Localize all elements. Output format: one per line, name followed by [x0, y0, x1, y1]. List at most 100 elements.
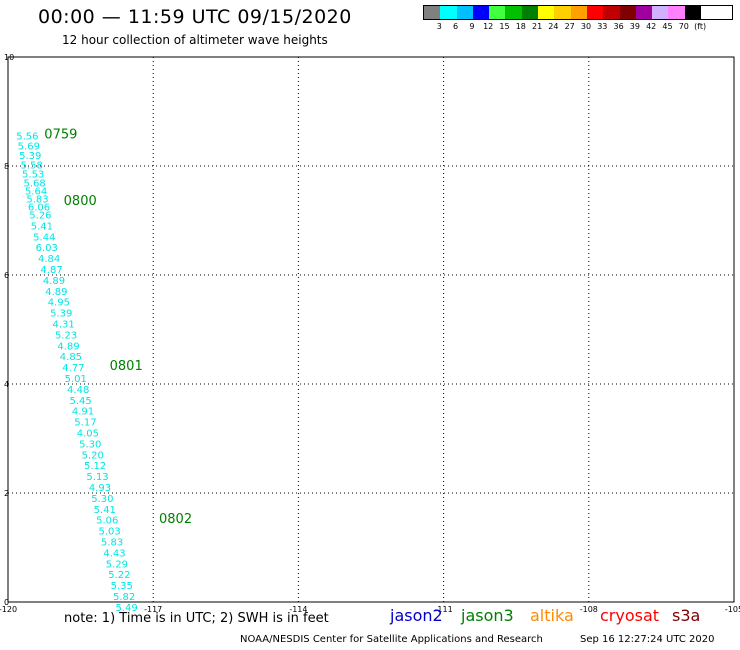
wave-height-point: 5.23 [55, 330, 77, 341]
wave-height-point: 4.05 [77, 429, 99, 440]
scale-swatch [505, 6, 522, 19]
scale-label: 21 [532, 22, 543, 31]
scale-swatch [554, 6, 571, 19]
scale-label: 3 [436, 22, 442, 31]
wave-height-point: 5.35 [111, 581, 133, 592]
wave-height-point: 5.58 [21, 160, 43, 171]
scale-label: 33 [597, 22, 608, 31]
wave-height-point: 5.83 [101, 538, 123, 549]
scale-swatch [668, 6, 685, 19]
scale-swatch [521, 6, 539, 19]
scale-label: 30 [580, 22, 592, 31]
wave-height-point: 5.39 [50, 309, 72, 320]
color-scale-legend: 3 6 9 12 15 18 21 24 27 30 33 36 39 42 45 70 (ft) [423, 5, 733, 32]
x-tick-label: -105 [725, 605, 740, 614]
wave-height-point: 6.03 [36, 243, 58, 254]
credit-text: NOAA/NESDIS Center for Satellite Applica… [240, 634, 543, 645]
wave-height-point: 4.91 [72, 407, 94, 418]
scale-swatch [684, 6, 702, 19]
scale-label: 42 [646, 22, 657, 31]
scale-swatch [538, 6, 555, 19]
wave-height-point: 4.48 [67, 385, 89, 396]
plot-frame [7, 56, 735, 603]
wave-height-point: 5.83 [26, 195, 48, 206]
wave-height-point: 4.89 [43, 276, 65, 287]
wave-height-point: 5.53 [22, 170, 44, 181]
scale-label: 18 [515, 22, 526, 31]
scale-label: 27 [564, 22, 575, 31]
time-label: 0802 [159, 512, 192, 527]
wave-height-point: 5.45 [69, 396, 91, 407]
page-title: 00:00 — 11:59 UTC 09/15/2020 [38, 6, 352, 28]
wave-height-point: 4.89 [57, 341, 79, 352]
wave-height-point: 5.64 [25, 187, 47, 198]
scale-swatch [586, 6, 604, 19]
wave-height-point: 5.06 [96, 516, 118, 527]
time-label: 0800 [64, 194, 97, 209]
satellite-altika: altika [530, 606, 574, 625]
scale-label: 15 [499, 22, 510, 31]
scale-label: 9 [469, 22, 475, 31]
x-tick-label: -114 [289, 605, 307, 614]
scale-label: 45 [662, 22, 673, 31]
scale-label: 24 [548, 22, 559, 31]
color-scale-swatches [423, 5, 733, 20]
wave-height-point: 5.03 [99, 527, 121, 538]
wave-height-point: 5.29 [106, 559, 128, 570]
footer-note: note: 1) Time is in UTC; 2) SWH is in fe… [64, 611, 329, 626]
y-tick-label: 10 [4, 53, 14, 62]
wave-height-point: 5.13 [86, 472, 108, 483]
wave-height-point: 4.43 [103, 548, 125, 559]
scale-swatch [489, 6, 506, 19]
wave-height-point: 4.93 [89, 483, 111, 494]
x-tick-label: -108 [580, 605, 598, 614]
time-label: 0759 [44, 127, 77, 142]
wave-height-point: 5.01 [65, 374, 87, 385]
x-tick-label: -120 [0, 605, 17, 614]
scale-label: 70 [678, 22, 689, 31]
time-label: 0801 [110, 359, 143, 374]
wave-height-point: 5.68 [23, 178, 45, 189]
scale-label: 36 [613, 22, 624, 31]
scale-label: 6 [453, 22, 459, 31]
scale-swatch [652, 6, 669, 19]
wave-height-point: 5.69 [18, 141, 40, 152]
scale-swatch [472, 6, 490, 19]
scale-label: 12 [483, 22, 494, 31]
scale-swatch [603, 6, 620, 19]
color-scale-labels: 3 6 9 12 15 18 21 24 27 30 33 36 39 42 45 70 (ft) [423, 20, 733, 32]
wave-height-point: 5.41 [31, 221, 53, 232]
scale-swatch [570, 6, 587, 19]
wave-height-point: 5.82 [113, 592, 135, 603]
x-tick-label: -111 [435, 605, 453, 614]
wave-height-point: 6.06 [28, 202, 50, 213]
satellite-cryosat: cryosat [600, 606, 660, 625]
wave-height-point: 5.30 [79, 439, 101, 450]
wave-height-point: 4.84 [38, 254, 60, 265]
satellite-jason3: jason3 [461, 606, 514, 625]
wave-height-point: 4.89 [45, 287, 67, 298]
scale-swatch [440, 6, 457, 19]
wave-height-point: 5.41 [94, 505, 116, 516]
x-tick-label: -117 [144, 605, 162, 614]
scale-label: 39 [629, 22, 640, 31]
y-tick-label: 4 [4, 380, 9, 389]
wave-height-point: 5.17 [74, 418, 96, 429]
wave-height-point: 5.56 [16, 131, 38, 142]
wave-height-point: 5.20 [82, 450, 104, 461]
wave-height-point: 4.77 [62, 363, 84, 374]
satellite-jason2: jason2 [390, 606, 443, 625]
scale-swatch [456, 6, 473, 19]
wave-height-point: 5.12 [84, 461, 106, 472]
wave-height-point: 4.87 [40, 265, 62, 276]
y-tick-label: 6 [4, 271, 9, 280]
scale-swatch [424, 6, 441, 19]
scale-swatch [619, 6, 636, 19]
y-tick-label: 2 [4, 489, 9, 498]
wave-height-point: 5.39 [19, 151, 41, 162]
scale-label: (ft) [694, 22, 707, 31]
wave-height-point: 5.49 [115, 603, 137, 614]
y-tick-label: 0 [4, 598, 9, 607]
timestamp-text: Sep 16 12:27:24 UTC 2020 [580, 634, 715, 645]
